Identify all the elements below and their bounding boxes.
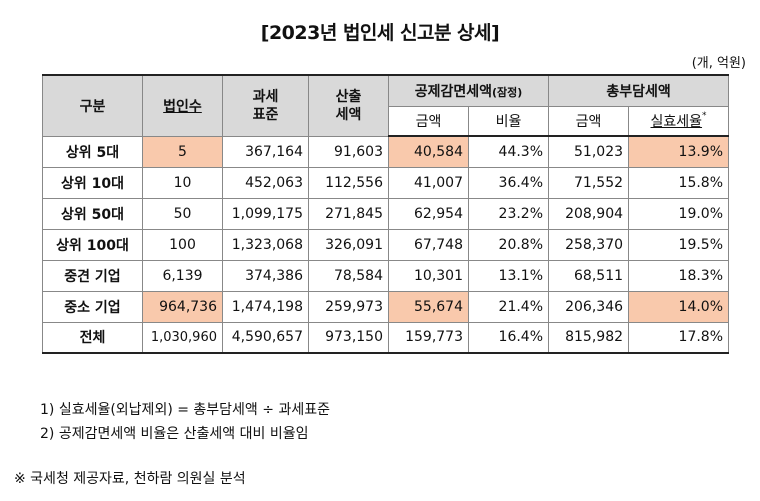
cell-count: 6,139 [142,259,223,292]
table-row: 상위 50대 50 1,099,175 271,845 62,954 23.2%… [42,197,730,230]
header-deduction-text: 공제감면세액 [414,83,492,100]
cell-count: 964,736 [142,290,223,323]
header-tax-base-line2: 표준 [252,106,279,123]
cell-ded-ratio: 13.1% [467,259,550,292]
footnotes: 1) 실효세율(외납제외) = 총부담세액 ÷ 과세표준 2) 공제감면세액 비… [40,398,330,446]
row-label: 상위 5대 [42,135,143,168]
header-deduction: 공제감면세액(잠정) [387,74,550,107]
cell-ded-ratio: 23.2% [467,197,550,230]
cell-count: 10 [142,166,223,199]
cell-ded-amount: 159,773 [388,321,469,354]
table-row: 중소 기업 964,736 1,474,198 259,973 55,674 2… [42,290,730,323]
cell-ded-amount: 67,748 [388,228,469,261]
cell-computed: 973,150 [308,321,389,354]
cell-eff-rate: 13.9% [628,135,730,168]
table-row: 상위 10대 10 452,063 112,556 41,007 36.4% 7… [42,166,730,199]
footnote-2: 2) 공제감면세액 비율은 산출세액 대비 비율임 [40,426,309,442]
cell-computed: 271,845 [308,197,389,230]
cell-burden: 68,511 [548,259,630,292]
row-label: 중견 기업 [42,259,143,292]
header-computed-tax-line1: 산출 [335,88,362,105]
cell-count: 5 [142,135,223,168]
header-total-burden: 총부담세액 [548,74,730,107]
cell-eff-rate: 14.0% [628,290,730,323]
cell-ded-ratio: 21.4% [467,290,550,323]
cell-tax-base: 452,063 [222,166,309,199]
header-category: 구분 [42,74,143,137]
cell-ded-ratio: 16.4% [467,321,550,354]
cell-ded-amount: 55,674 [388,290,469,323]
header-deduction-note: (잠정) [492,85,523,99]
cell-count: 1,030,960 [142,321,223,354]
cell-burden: 815,982 [548,321,630,354]
cell-computed: 259,973 [308,290,389,323]
page-title: [2023년 법인세 신고분 상세] [260,22,500,44]
row-label: 상위 50대 [42,197,143,230]
header-ded-ratio: 비율 [467,105,550,137]
header-computed-tax: 산출 세액 [308,74,389,137]
header-effective-rate-text: 실효세율 [650,113,703,130]
row-label: 상위 10대 [42,166,143,199]
header-ded-amount: 금액 [388,105,469,137]
unit-label: (개, 억원) [691,56,746,71]
cell-eff-rate: 17.8% [628,321,730,354]
cell-count: 100 [142,228,223,261]
cell-computed: 326,091 [308,228,389,261]
cell-computed: 78,584 [308,259,389,292]
cell-eff-rate: 19.5% [628,228,730,261]
cell-tax-base: 1,323,068 [222,228,309,261]
table-row: 중견 기업 6,139 374,386 78,584 10,301 13.1% … [42,259,730,292]
cell-ded-amount: 41,007 [388,166,469,199]
cell-ded-amount: 40,584 [388,135,469,168]
header-effective-rate: 실효세율* [628,105,730,137]
cell-tax-base: 1,474,198 [222,290,309,323]
cell-burden: 208,904 [548,197,630,230]
table-row: 상위 5대 5 367,164 91,603 40,584 44.3% 51,0… [42,135,730,168]
cell-ded-ratio: 44.3% [467,135,550,168]
row-label: 전체 [42,321,143,354]
cell-burden: 71,552 [548,166,630,199]
cell-burden: 206,346 [548,290,630,323]
header-effective-rate-mark: * [702,110,707,121]
source-note: ※ 국세청 제공자료, 천하람 의원실 분석 [14,471,246,487]
cell-ded-ratio: 20.8% [467,228,550,261]
cell-computed: 112,556 [308,166,389,199]
header-tax-base: 과세 표준 [222,74,309,137]
tax-detail-table: 구분 법인수 과세 표준 산출 세액 공제감면세액(잠정) 총부담세액 금액 비율 … [42,74,730,354]
footnote-1: 1) 실효세율(외납제외) = 총부담세액 ÷ 과세표준 [40,402,330,418]
cell-burden: 258,370 [548,228,630,261]
header-tax-base-line1: 과세 [252,88,279,105]
cell-tax-base: 4,590,657 [222,321,309,354]
row-label: 중소 기업 [42,290,143,323]
cell-eff-rate: 18.3% [628,259,730,292]
cell-eff-rate: 19.0% [628,197,730,230]
cell-count: 50 [142,197,223,230]
cell-tax-base: 374,386 [222,259,309,292]
header-corp-count-text: 법인수 [163,98,202,115]
table-row: 상위 100대 100 1,323,068 326,091 67,748 20.… [42,228,730,261]
table-row-total: 전체 1,030,960 4,590,657 973,150 159,773 1… [42,321,730,354]
cell-ded-amount: 10,301 [388,259,469,292]
cell-eff-rate: 15.8% [628,166,730,199]
cell-ded-ratio: 36.4% [467,166,550,199]
cell-tax-base: 367,164 [222,135,309,168]
header-computed-tax-line2: 세액 [335,106,362,123]
row-label: 상위 100대 [42,228,143,261]
cell-ded-amount: 62,954 [388,197,469,230]
cell-burden: 51,023 [548,135,630,168]
header-burden-amount: 금액 [548,105,630,137]
cell-computed: 91,603 [308,135,389,168]
cell-tax-base: 1,099,175 [222,197,309,230]
header-corp-count: 법인수 [142,74,223,137]
